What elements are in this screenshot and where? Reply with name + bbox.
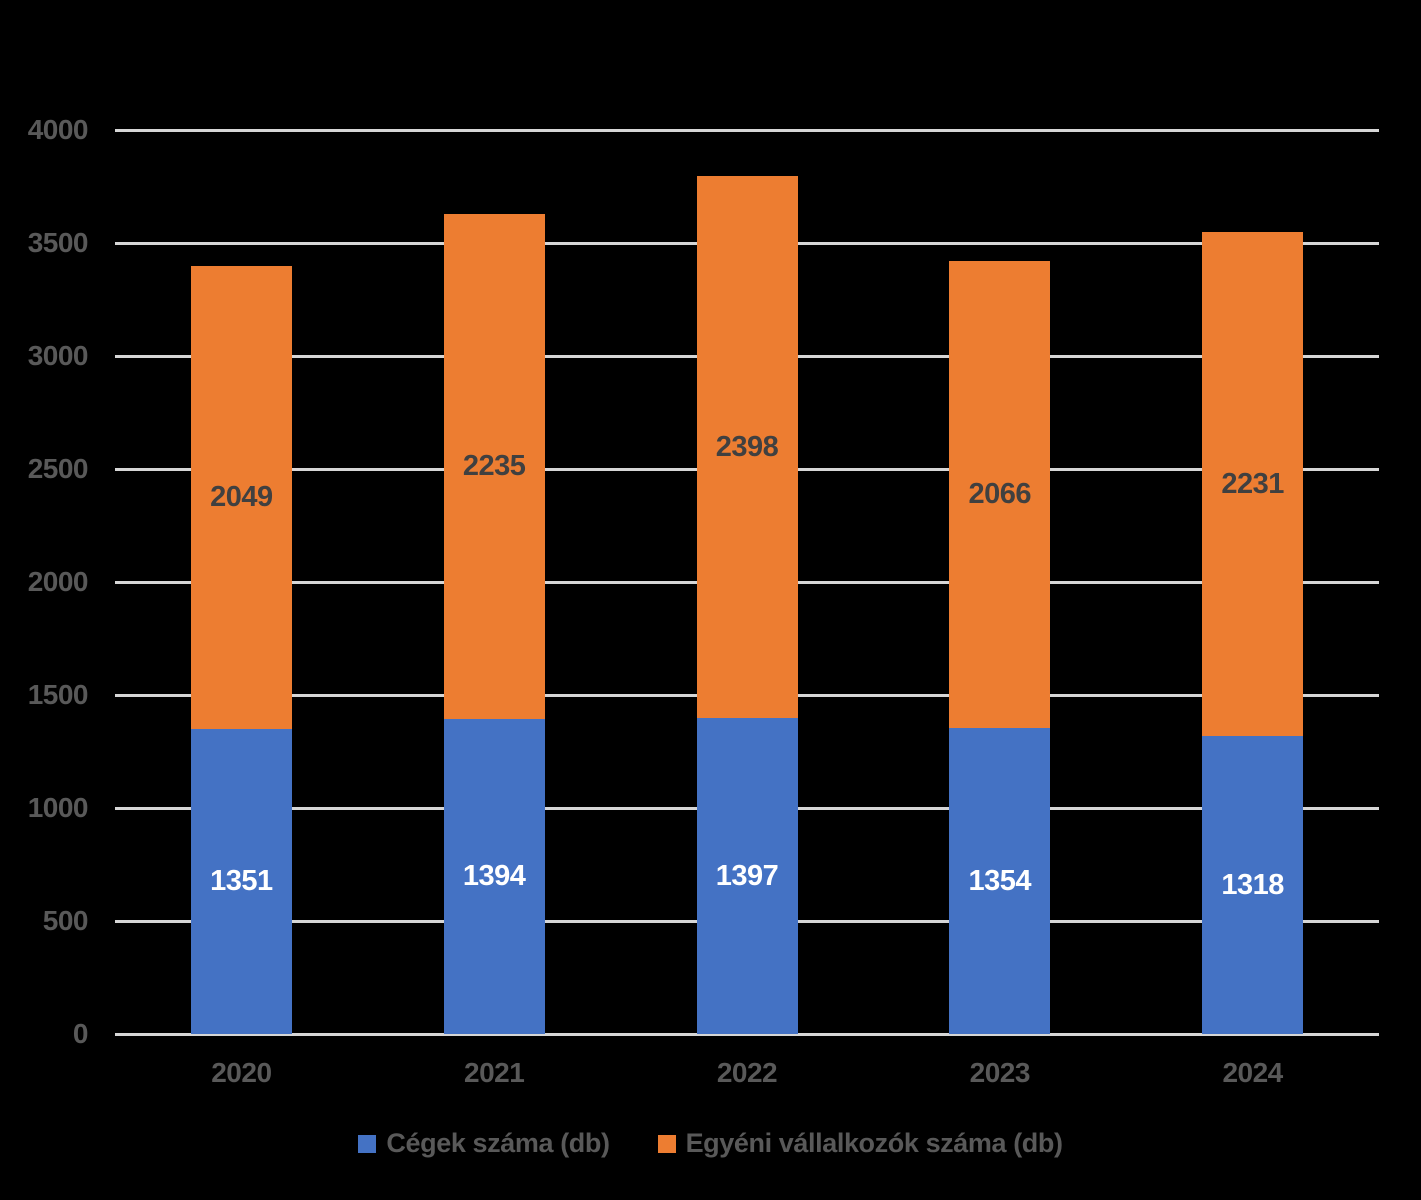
x-tick-label-2020: 2020 <box>211 1057 272 1088</box>
y-tick-label-1500: 1500 <box>27 679 89 710</box>
bar-segment-2021-series0[interactable]: 1394 <box>443 718 545 1034</box>
bar-segment-2023-series1[interactable]: 2066 <box>949 261 1051 728</box>
plot-area: 1351 2049 1394 2235 1397 2398 1354 2066 1318 2231 <box>115 128 1379 1036</box>
bar-2023[interactable]: 1354 2066 <box>949 130 1051 1034</box>
legend-label-series1: Egyéni vállalkozók száma (db) <box>685 1128 1063 1158</box>
y-tick-label-3000: 3000 <box>27 340 89 371</box>
bar-label-2024-series0: 1318 <box>1221 868 1284 901</box>
bar-2024[interactable]: 1318 2231 <box>1202 130 1304 1034</box>
legend-item-series1[interactable]: Egyéni vállalkozók száma (db) <box>657 1128 1063 1158</box>
bar-segment-2024-series0[interactable]: 1318 <box>1202 736 1304 1034</box>
y-tick-label-0: 0 <box>72 1018 89 1049</box>
bar-segment-2022-series0[interactable]: 1397 <box>696 718 798 1034</box>
y-tick-label-1000: 1000 <box>27 792 89 823</box>
x-tick-label-2021: 2021 <box>464 1057 525 1088</box>
bar-segment-2021-series1[interactable]: 2235 <box>443 213 545 719</box>
legend-label-series0: Cégek száma (db) <box>386 1128 610 1158</box>
bar-label-2023-series0: 1354 <box>968 864 1032 897</box>
bar-label-2023-series1: 2066 <box>968 478 1032 511</box>
legend-swatch-icon-series0 <box>358 1134 377 1153</box>
bar-label-2021-series0: 1394 <box>462 859 526 892</box>
bar-segment-2023-series0[interactable]: 1354 <box>949 728 1051 1034</box>
x-tick-label-2023: 2023 <box>969 1057 1031 1088</box>
x-tick-label-2024: 2024 <box>1222 1057 1283 1088</box>
gridline-0 <box>115 1032 1379 1036</box>
bar-segment-2020-series1[interactable]: 2049 <box>190 265 292 729</box>
y-tick-label-500: 500 <box>42 905 89 936</box>
legend: Cégek száma (db) Egyéni vállalkozók száma… <box>0 1130 1421 1157</box>
bar-2022[interactable]: 1397 2398 <box>696 130 798 1034</box>
bar-label-2020-series0: 1351 <box>210 864 273 897</box>
legend-swatch-icon-series1 <box>657 1134 676 1153</box>
bar-label-2020-series1: 2049 <box>210 480 273 513</box>
x-tick-label-2022: 2022 <box>716 1057 778 1088</box>
y-axis: 0 500 1000 1500 2000 2500 3000 3500 4000 <box>0 0 89 1200</box>
bar-label-2022-series0: 1397 <box>715 859 779 892</box>
y-tick-label-3500: 3500 <box>27 227 89 258</box>
bars-layer: 1351 2049 1394 2235 1397 2398 1354 2066 1318 2231 <box>115 130 1379 1034</box>
bar-segment-2020-series0[interactable]: 1351 <box>190 728 292 1034</box>
bar-segment-2024-series1[interactable]: 2231 <box>1202 231 1304 737</box>
bar-segment-2022-series1[interactable]: 2398 <box>696 176 798 719</box>
legend-item-series0[interactable]: Cégek száma (db) <box>358 1128 610 1158</box>
gridline-4000 <box>115 128 1379 132</box>
bar-2021[interactable]: 1394 2235 <box>443 130 545 1034</box>
bar-label-2022-series1: 2398 <box>715 430 779 463</box>
bar-label-2024-series1: 2231 <box>1221 467 1284 500</box>
y-tick-label-4000: 4000 <box>27 114 89 145</box>
bar-label-2021-series1: 2235 <box>462 449 526 482</box>
y-tick-label-2000: 2000 <box>27 566 89 597</box>
bar-2020[interactable]: 1351 2049 <box>190 130 292 1034</box>
x-axis: 2020 2021 2022 2023 2024 <box>115 1056 1379 1092</box>
y-tick-label-2500: 2500 <box>27 453 89 484</box>
